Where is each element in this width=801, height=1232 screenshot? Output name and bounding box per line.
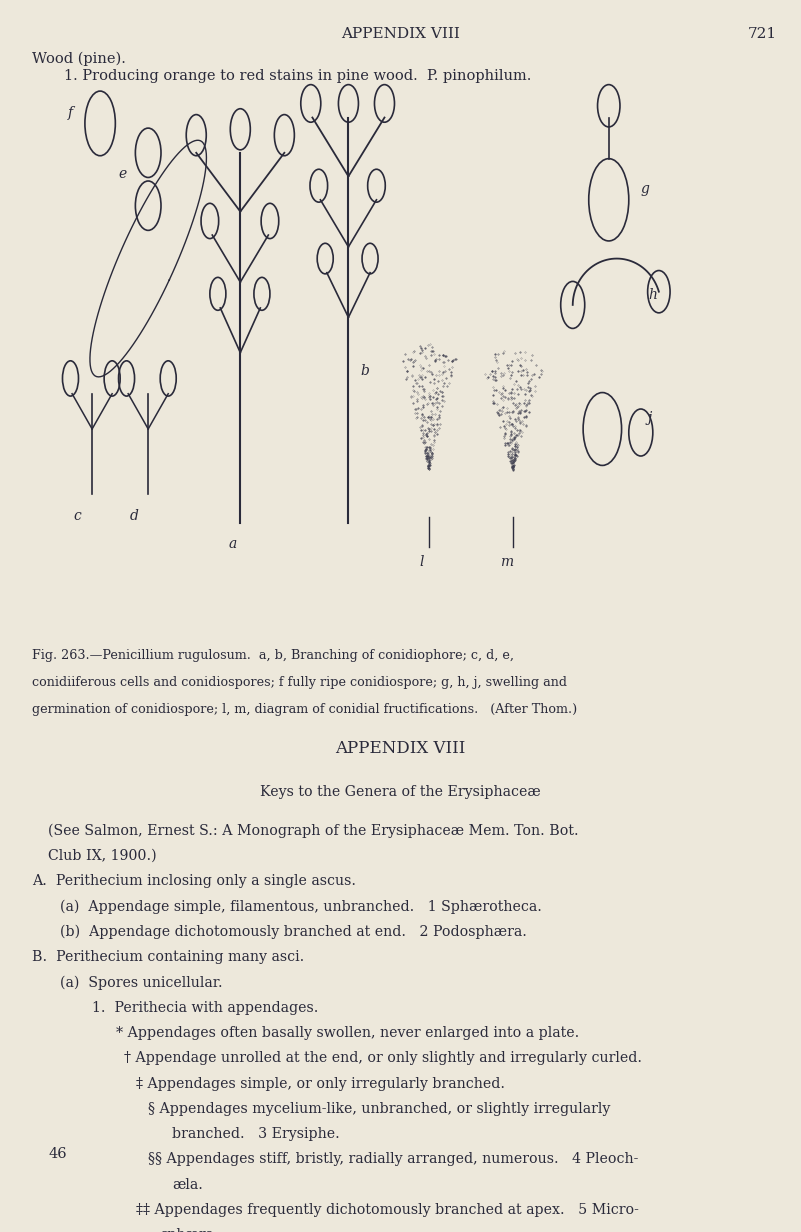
Text: § Appendages mycelium-like, unbranched, or slightly irregularly: § Appendages mycelium-like, unbranched, … — [148, 1101, 610, 1116]
Text: m: m — [500, 554, 513, 569]
Text: 1. Producing orange to red stains in pine wood.  P. pinophilum.: 1. Producing orange to red stains in pin… — [64, 69, 531, 84]
Text: æla.: æla. — [172, 1178, 203, 1191]
Text: e: e — [119, 166, 127, 181]
Text: 46: 46 — [48, 1147, 66, 1161]
Text: h: h — [649, 288, 658, 302]
Text: g: g — [641, 182, 650, 196]
Text: j: j — [647, 411, 651, 425]
Text: l: l — [420, 554, 425, 569]
Text: ‡‡ Appendages frequently dichotomously branched at apex.   5 Micro-: ‡‡ Appendages frequently dichotomously b… — [136, 1202, 639, 1217]
Text: branched.   3 Erysiphe.: branched. 3 Erysiphe. — [172, 1127, 340, 1141]
Text: * Appendages often basally swollen, never enlarged into a plate.: * Appendages often basally swollen, neve… — [116, 1026, 579, 1040]
Text: ‡ Appendages simple, or only irregularly branched.: ‡ Appendages simple, or only irregularly… — [136, 1077, 505, 1090]
Text: f: f — [68, 106, 73, 120]
Text: (a)  Appendage simple, filamentous, unbranched.   1 Sphærotheca.: (a) Appendage simple, filamentous, unbra… — [60, 899, 542, 914]
Text: A.  Perithecium inclosing only a single ascus.: A. Perithecium inclosing only a single a… — [32, 875, 356, 888]
Text: APPENDIX VIII: APPENDIX VIII — [341, 27, 460, 41]
Text: Fig. 263.—Penicillium rugulosum.  a, b, Branching of conidiophore; c, d, e,: Fig. 263.—Penicillium rugulosum. a, b, B… — [32, 649, 514, 662]
Text: c: c — [74, 509, 82, 522]
Text: Keys to the Genera of the Erysiphaceæ: Keys to the Genera of the Erysiphaceæ — [260, 785, 541, 800]
Text: (See Salmon, Ernest S.: A Monograph of the Erysiphaceæ Mem. Ton. Bot.: (See Salmon, Ernest S.: A Monograph of t… — [48, 824, 578, 838]
Text: 1.  Perithecia with appendages.: 1. Perithecia with appendages. — [92, 1000, 319, 1015]
Text: 721: 721 — [748, 27, 777, 41]
Text: sphæra.: sphæra. — [160, 1228, 219, 1232]
Text: B.  Perithecium containing many asci.: B. Perithecium containing many asci. — [32, 950, 304, 965]
Text: † Appendage unrolled at the end, or only slightly and irregularly curled.: † Appendage unrolled at the end, or only… — [124, 1051, 642, 1066]
Text: conidiiferous cells and conidiospores; f fully ripe conidiospore; g, h, j, swell: conidiiferous cells and conidiospores; f… — [32, 676, 567, 689]
Text: d: d — [130, 509, 139, 522]
Text: b: b — [360, 365, 369, 378]
Text: Wood (pine).: Wood (pine). — [32, 52, 126, 67]
Text: germination of conidiospore; l, m, diagram of conidial fructifications.   (After: germination of conidiospore; l, m, diagr… — [32, 702, 578, 716]
Text: §§ Appendages stiff, bristly, radially arranged, numerous.   4 Pleoch-: §§ Appendages stiff, bristly, radially a… — [148, 1152, 638, 1167]
Text: (b)  Appendage dichotomously branched at end.   2 Podosphæra.: (b) Appendage dichotomously branched at … — [60, 925, 527, 939]
Text: APPENDIX VIII: APPENDIX VIII — [336, 740, 465, 758]
Text: Club IX, 1900.): Club IX, 1900.) — [48, 849, 157, 864]
Text: a: a — [228, 537, 236, 551]
Text: (a)  Spores unicellular.: (a) Spores unicellular. — [60, 976, 223, 989]
